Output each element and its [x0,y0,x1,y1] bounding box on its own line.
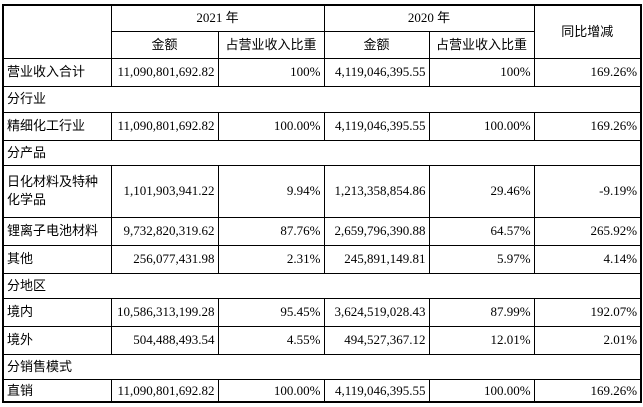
table-row: 直销 11,090,801,692.82 100.00% 4,119,046,3… [2,378,642,403]
header-year-2021: 2021 年 [110,4,325,32]
section-row: 分行业 [2,85,642,113]
amount-2021-cell: 11,090,801,692.82 [110,57,219,87]
amount-2021-cell: 9,732,820,319.62 [110,216,219,246]
amount-2020-cell: 494,527,367.12 [323,325,430,355]
row-label-cell: 境外 [2,325,112,355]
share-2020-cell: 100.00% [428,111,535,141]
share-2020-cell: 5.97% [428,244,535,274]
yoy-cell: 169.26% [533,378,642,403]
header-row-years: 2021 年 2020 年 同比增减 [2,4,642,59]
revenue-breakdown-table: 2021 年 2020 年 同比增减 金额 占营业收入比重 金额 占营业收入比重… [2,4,643,404]
share-2021-cell: 100.00% [217,111,325,141]
row-label-cell: 精细化工行业 [2,111,112,141]
yoy-cell: 169.26% [533,57,642,87]
row-label-cell: 锂离子电池材料 [2,216,112,246]
header-year-2020: 2020 年 [323,4,535,32]
section-label-cell: 分销售模式 [2,353,642,380]
section-row: 分销售模式 [2,353,642,380]
amount-2020-cell: 4,119,046,395.55 [323,57,430,87]
header-share-2020: 占营业收入比重 [428,30,535,59]
header-amount-2020: 金额 [323,30,430,59]
table-row: 境外 504,488,493.54 4.55% 494,527,367.12 1… [2,325,642,355]
yoy-cell: -9.19% [533,164,642,218]
amount-2020-cell: 245,891,149.81 [323,244,430,274]
table-row: 锂离子电池材料 9,732,820,319.62 87.76% 2,659,79… [2,216,642,246]
share-2021-cell: 2.31% [217,244,325,274]
share-2020-cell: 12.01% [428,325,535,355]
yoy-cell: 4.14% [533,244,642,274]
table-row: 境内 10,586,313,199.28 95.45% 3,624,519,02… [2,297,642,327]
share-2021-cell: 95.45% [217,297,325,327]
amount-2021-cell: 10,586,313,199.28 [110,297,219,327]
share-2021-cell: 4.55% [217,325,325,355]
section-label-cell: 分产品 [2,139,642,166]
amount-2020-cell: 4,119,046,395.55 [323,378,430,403]
row-label-cell: 直销 [2,378,112,403]
section-label-cell: 分地区 [2,272,642,299]
header-row-measures: 金额 占营业收入比重 金额 占营业收入比重 [3,30,641,59]
header-share-2021: 占营业收入比重 [217,30,325,59]
table-row: 其他 256,077,431.98 2.31% 245,891,149.81 5… [2,244,642,274]
amount-2021-cell: 256,077,431.98 [110,244,219,274]
row-label-cell: 日化材料及特种化学品 [2,164,112,218]
amount-2021-cell: 504,488,493.54 [110,325,219,355]
share-2021-cell: 87.76% [217,216,325,246]
table-row: 精细化工行业 11,090,801,692.82 100.00% 4,119,0… [2,111,642,141]
yoy-cell: 169.26% [533,111,642,141]
table-row: 营业收入合计 11,090,801,692.82 100% 4,119,046,… [2,57,642,87]
share-2021-cell: 100% [217,57,325,87]
header-yoy: 同比增减 [533,4,642,59]
share-2021-cell: 100.00% [217,378,325,403]
yoy-cell: 265.92% [533,216,642,246]
header-amount-2021: 金额 [110,30,219,59]
share-2020-cell: 87.99% [428,297,535,327]
amount-2020-cell: 1,213,358,854.86 [323,164,430,218]
share-2020-cell: 100% [428,57,535,87]
section-label-cell: 分行业 [2,85,642,113]
share-2020-cell: 29.46% [428,164,535,218]
table-row: 日化材料及特种化学品 1,101,903,941.22 9.94% 1,213,… [2,164,642,218]
row-label-cell: 其他 [2,244,112,274]
amount-2020-cell: 3,624,519,028.43 [323,297,430,327]
amount-2021-cell: 1,101,903,941.22 [110,164,219,218]
amount-2020-cell: 4,119,046,395.55 [323,111,430,141]
amount-2020-cell: 2,659,796,390.88 [323,216,430,246]
row-label-cell: 境内 [2,297,112,327]
share-2020-cell: 100.00% [428,378,535,403]
yoy-cell: 192.07% [533,297,642,327]
amount-2021-cell: 11,090,801,692.82 [110,111,219,141]
corner-empty-cell [2,4,112,59]
amount-2021-cell: 11,090,801,692.82 [110,378,219,403]
row-label-cell: 营业收入合计 [2,57,112,87]
section-row: 分地区 [2,272,642,299]
section-row: 分产品 [2,139,642,166]
yoy-cell: 2.01% [533,325,642,355]
share-2020-cell: 64.57% [428,216,535,246]
share-2021-cell: 9.94% [217,164,325,218]
